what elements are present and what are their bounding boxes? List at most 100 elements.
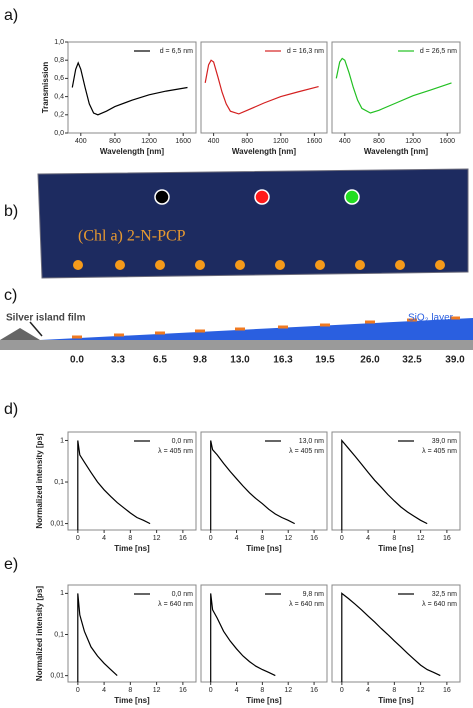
thickness: 13.0 [230,355,250,366]
panel-label: c) [4,287,17,304]
plot-frame [67,431,197,531]
x-tick-label: 4 [102,535,106,542]
thickness: 32.5 [402,355,422,366]
legend-label: d = 26,5 nm [420,48,457,55]
panel-label: e) [4,556,18,573]
layer-label: SiO₂ layer [408,313,454,324]
y-tick-label: 0,2 [54,112,64,119]
x-tick-label: 1200 [405,138,421,145]
legend-label: 0,0 nm [172,591,194,598]
x-tick-label: 4 [366,535,370,542]
x-tick-label: 12 [417,687,425,694]
plot-frame [331,584,461,683]
plot-frame [331,41,461,134]
y-tick-label: 0,4 [54,93,64,100]
x-tick-label: 400 [208,138,220,145]
x-tick-label: 800 [241,138,253,145]
legend-label: d = 6,5 nm [160,48,193,55]
x-tick-label: 0 [209,687,213,694]
x-tick-label: 0 [340,687,344,694]
silver-film [0,328,40,340]
x-tick-label: 4 [235,687,239,694]
y-tick-label: 0,1 [54,479,64,486]
panel-label: b) [4,203,18,220]
thickness: 19.5 [315,355,335,366]
x-tick-label: 8 [128,535,132,542]
x-tick-label: 12 [153,687,161,694]
y-tick-label: 0,6 [54,75,64,82]
annotation: λ = 640 nm [422,601,457,608]
series-line [335,57,452,114]
x-axis-label: Wavelength [nm] [100,147,164,156]
x-axis-label: Time [ns] [378,544,414,553]
x-tick-label: 16 [443,535,451,542]
x-tick-label: 8 [392,535,396,542]
annotation: λ = 405 nm [158,448,193,455]
x-tick-label: 12 [284,535,292,542]
x-axis-label: Time [ns] [114,544,150,553]
x-tick-label: 1200 [141,138,157,145]
series-line [204,59,319,115]
sio2-wedge [40,318,473,340]
y-tick-label: 0,01 [50,520,64,527]
y-tick-label: 1,0 [54,39,64,46]
series-line [71,61,188,116]
panel-label: a) [4,7,18,24]
annotation: λ = 405 nm [422,448,457,455]
sample-photo [37,168,469,279]
legend-label: 0,0 nm [172,438,194,445]
spot [154,189,170,205]
legend-label: 9,8 nm [303,591,325,598]
x-tick-label: 16 [443,687,451,694]
y-tick-label: 1 [60,437,64,444]
x-tick-label: 8 [392,687,396,694]
photo-label: (Chl a) 2-N-PCP [78,228,186,245]
y-tick-label: 0,8 [54,57,64,64]
y-axis-label: Transmission [41,62,50,114]
thickness: 9.8 [193,355,207,366]
x-tick-label: 16 [179,687,187,694]
x-tick-label: 1600 [175,138,191,145]
x-tick-label: 8 [128,687,132,694]
y-tick-label: 0,0 [54,130,64,137]
x-tick-label: 1200 [273,138,289,145]
series-line [210,440,295,530]
x-axis-label: Wavelength [nm] [364,147,428,156]
y-tick-label: 0,1 [54,631,64,638]
plot-frame [200,41,328,134]
plot-frame [200,431,328,531]
x-axis-label: Time [ns] [246,696,282,705]
plot-frame [67,41,197,134]
plot-frame [67,584,197,683]
arrow [29,321,43,337]
x-tick-label: 12 [153,535,161,542]
thickness-labels: 0.0 3.3 6.5 9.8 13.0 16.3 19.5 26.0 32.5 39.0 [70,355,465,366]
x-tick-label: 16 [179,535,187,542]
x-tick-label: 12 [284,687,292,694]
series-line [341,592,441,682]
legend-label: 13,0 nm [299,438,324,445]
legend-label: d = 16,3 nm [287,48,324,55]
x-tick-label: 800 [373,138,385,145]
x-tick-label: 4 [366,687,370,694]
series-line [341,438,428,530]
x-tick-label: 400 [75,138,87,145]
y-axis-label: Normalized intensity [ps] [35,586,44,681]
x-tick-label: 16 [310,687,318,694]
legend-label: 39,0 nm [432,438,457,445]
x-tick-label: 800 [109,138,121,145]
thickness: 16.3 [273,355,293,366]
plot-frame [331,431,461,531]
series-line [77,440,151,530]
thickness: 0.0 [70,355,84,366]
spot [254,189,270,205]
plot-frame [200,584,328,683]
legend-label: 32,5 nm [432,591,457,598]
x-tick-label: 1600 [439,138,455,145]
sample-marks [72,316,460,339]
x-axis-label: Time [ns] [378,696,414,705]
panel-label: d) [4,401,18,418]
spot [344,189,360,205]
thickness: 39.0 [445,355,465,366]
